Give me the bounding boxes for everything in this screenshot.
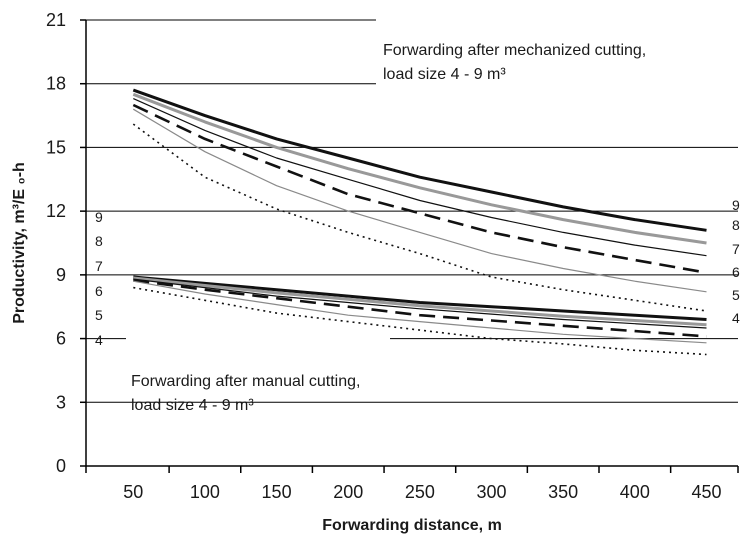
series-line-mechanized-5 [132,108,707,293]
series-line-manual-8 [133,276,707,327]
left-series-label: 9 [95,209,103,225]
y-tick-label: 9 [56,265,66,285]
y-tick-labels: 0 3 6 9 12 15 18 21 [46,10,86,476]
left-series-label: 6 [95,283,103,299]
y-tick-label: 0 [56,456,66,476]
y-tick-label: 6 [56,329,66,349]
x-tick-label: 300 [477,482,507,502]
left-series-label: 5 [95,307,103,323]
series-end-label: 6 [732,264,740,280]
x-tick-label: 350 [548,482,578,502]
series-lines [132,88,707,356]
x-axis-title: Forwarding distance, m [322,517,502,534]
x-tick-label: 100 [190,482,220,502]
annotations: Forwarding after mechanized cutting, load… [131,42,646,414]
y-tick-label: 15 [46,137,66,157]
series-end-label: 7 [732,241,740,257]
series-end-label: 4 [732,310,740,326]
left-series-label: 8 [95,233,103,249]
x-tick-label: 50 [123,482,143,502]
x-tick-label: 250 [405,482,435,502]
x-tick-label: 200 [333,482,363,502]
series-end-label: 8 [732,217,740,233]
left-series-label: 4 [95,332,103,348]
x-tick-labels: 50 100 150 200 250 300 350 400 450 [85,466,739,502]
y-tick-label: 12 [46,201,66,221]
series-line-manual-5 [133,280,707,344]
left-series-label: 7 [95,258,103,274]
x-tick-label: 150 [262,482,292,502]
x-tick-label: 400 [620,482,650,502]
series-line-manual-7 [133,278,707,329]
series-end-label: 5 [732,287,740,303]
series-line-manual-9 [133,275,707,321]
series-line-mechanized-8 [132,92,707,245]
series-labels: 9 8 7 6 5 4 9 8 7 6 5 4 [95,197,740,348]
series-line-manual-6 [133,278,707,338]
axes [85,20,738,467]
y-axis-title: Productivity, m³/E ₀-h [11,162,28,324]
annotation-mechanized-line: Forwarding after mechanized cutting, [383,42,646,59]
x-tick-label: 450 [691,482,721,502]
series-end-label: 9 [732,197,740,213]
y-tick-label: 21 [46,10,66,30]
y-tick-label: 18 [46,74,66,94]
y-tick-label: 3 [56,392,66,412]
series-line-mechanized-9 [132,88,707,232]
series-line-mechanized-6 [132,103,707,274]
series-line-manual-4 [133,286,707,356]
annotation-manual-line: Forwarding after manual cutting, [131,373,360,390]
annotation-mechanized-line: load size 4 - 9 m³ [383,66,506,83]
annotation-manual-line: load size 4 - 9 m³ [131,397,254,414]
series-line-mechanized-7 [133,98,707,257]
series-line-mechanized-4 [132,123,707,312]
